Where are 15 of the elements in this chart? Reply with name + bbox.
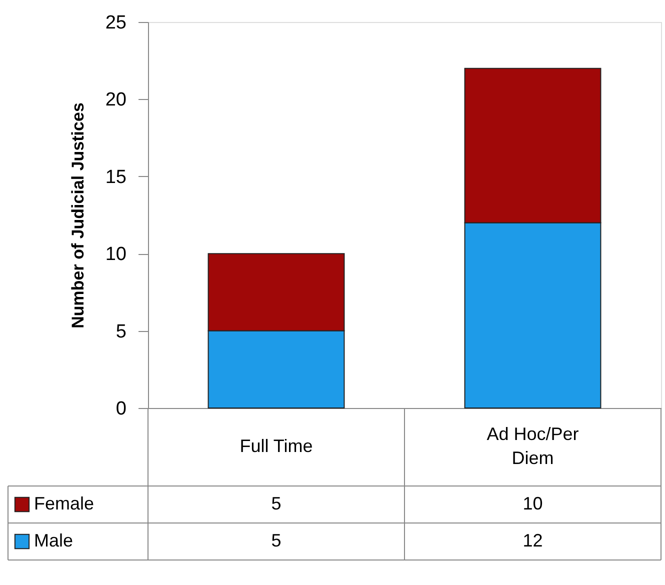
y-tick-label: 10 (105, 244, 126, 266)
y-axis-title: Number of Judicial Justices (68, 102, 88, 328)
y-tick-label: 25 (105, 12, 126, 34)
legend-label: Female (34, 494, 94, 514)
legend-label: Male (34, 530, 74, 550)
data-label: 5 (271, 530, 282, 550)
data-label: 12 (522, 530, 543, 550)
data-label: 10 (522, 494, 543, 514)
y-tick-label: 0 (116, 398, 126, 420)
y-tick-label: 5 (116, 321, 126, 342)
x-tick-label: Full Time (240, 436, 313, 456)
data-label: 5 (271, 494, 282, 514)
x-tick-label: Ad Hoc/Per Diem (486, 424, 579, 468)
y-tick-label: 20 (105, 90, 126, 111)
y-tick-label: 15 (105, 166, 126, 188)
